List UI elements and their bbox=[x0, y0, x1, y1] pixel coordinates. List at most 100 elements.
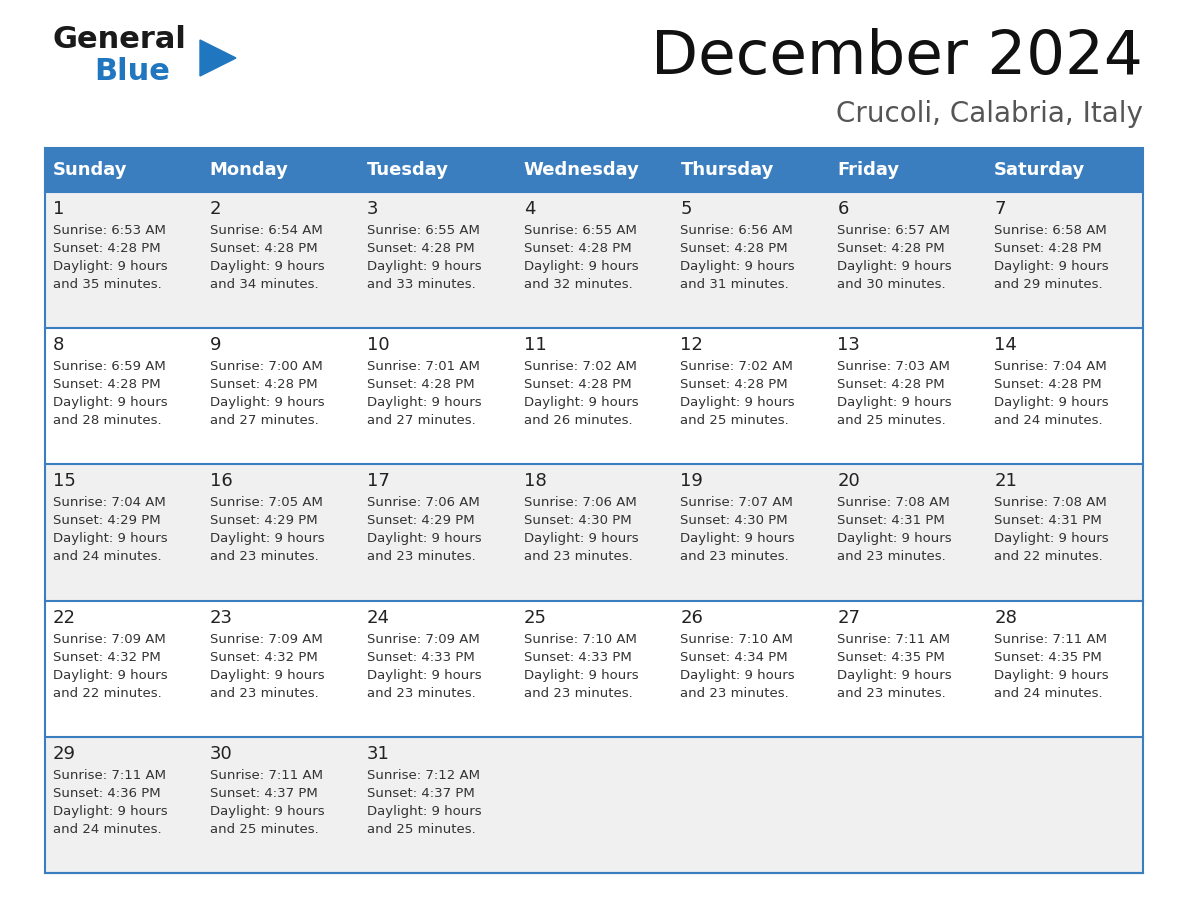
Text: 7: 7 bbox=[994, 200, 1006, 218]
Text: Sunset: 4:29 PM: Sunset: 4:29 PM bbox=[53, 514, 160, 528]
Text: and 23 minutes.: and 23 minutes. bbox=[367, 687, 475, 700]
Text: Daylight: 9 hours: Daylight: 9 hours bbox=[838, 397, 952, 409]
Text: Sunset: 4:37 PM: Sunset: 4:37 PM bbox=[210, 787, 317, 800]
Text: and 26 minutes.: and 26 minutes. bbox=[524, 414, 632, 427]
Text: 22: 22 bbox=[53, 609, 76, 627]
Text: and 24 minutes.: and 24 minutes. bbox=[53, 823, 162, 835]
Bar bbox=[45, 737, 202, 873]
Bar bbox=[45, 192, 202, 329]
Text: Sunrise: 7:03 AM: Sunrise: 7:03 AM bbox=[838, 360, 950, 374]
Text: Sunrise: 6:56 AM: Sunrise: 6:56 AM bbox=[681, 224, 794, 237]
Bar bbox=[202, 600, 359, 737]
Text: Daylight: 9 hours: Daylight: 9 hours bbox=[210, 532, 324, 545]
Text: and 23 minutes.: and 23 minutes. bbox=[681, 687, 789, 700]
Text: Daylight: 9 hours: Daylight: 9 hours bbox=[367, 668, 481, 681]
Text: Thursday: Thursday bbox=[681, 161, 773, 179]
Text: Sunrise: 7:11 AM: Sunrise: 7:11 AM bbox=[838, 633, 950, 645]
Text: 4: 4 bbox=[524, 200, 535, 218]
Bar bbox=[45, 329, 202, 465]
Text: Sunrise: 6:55 AM: Sunrise: 6:55 AM bbox=[524, 224, 637, 237]
Text: Sunset: 4:34 PM: Sunset: 4:34 PM bbox=[681, 651, 788, 664]
Text: Sunrise: 7:09 AM: Sunrise: 7:09 AM bbox=[53, 633, 166, 645]
Text: 10: 10 bbox=[367, 336, 390, 354]
Text: Sunset: 4:29 PM: Sunset: 4:29 PM bbox=[367, 514, 474, 528]
Text: 23: 23 bbox=[210, 609, 233, 627]
Text: and 33 minutes.: and 33 minutes. bbox=[367, 278, 475, 291]
Text: 8: 8 bbox=[53, 336, 64, 354]
Text: and 25 minutes.: and 25 minutes. bbox=[367, 823, 475, 835]
Bar bbox=[202, 737, 359, 873]
Text: Sunset: 4:28 PM: Sunset: 4:28 PM bbox=[994, 242, 1101, 255]
Bar bbox=[202, 148, 359, 192]
Text: Daylight: 9 hours: Daylight: 9 hours bbox=[53, 260, 168, 273]
Text: Daylight: 9 hours: Daylight: 9 hours bbox=[524, 532, 638, 545]
Text: Tuesday: Tuesday bbox=[367, 161, 449, 179]
Text: and 25 minutes.: and 25 minutes. bbox=[210, 823, 318, 835]
Text: Sunday: Sunday bbox=[53, 161, 127, 179]
Text: Sunrise: 7:07 AM: Sunrise: 7:07 AM bbox=[681, 497, 794, 509]
Bar bbox=[829, 192, 986, 329]
Text: Daylight: 9 hours: Daylight: 9 hours bbox=[367, 397, 481, 409]
Bar bbox=[829, 329, 986, 465]
Text: 14: 14 bbox=[994, 336, 1017, 354]
Bar bbox=[359, 737, 516, 873]
Text: Saturday: Saturday bbox=[994, 161, 1086, 179]
Bar bbox=[986, 600, 1143, 737]
Text: Daylight: 9 hours: Daylight: 9 hours bbox=[53, 532, 168, 545]
Text: 3: 3 bbox=[367, 200, 378, 218]
Text: and 23 minutes.: and 23 minutes. bbox=[681, 551, 789, 564]
Text: and 27 minutes.: and 27 minutes. bbox=[210, 414, 318, 427]
Text: Sunset: 4:28 PM: Sunset: 4:28 PM bbox=[681, 242, 788, 255]
Text: Sunrise: 7:09 AM: Sunrise: 7:09 AM bbox=[367, 633, 480, 645]
Text: Sunset: 4:28 PM: Sunset: 4:28 PM bbox=[367, 378, 474, 391]
Bar bbox=[829, 600, 986, 737]
Text: Sunrise: 7:04 AM: Sunrise: 7:04 AM bbox=[994, 360, 1107, 374]
Bar bbox=[45, 465, 202, 600]
Text: Daylight: 9 hours: Daylight: 9 hours bbox=[681, 260, 795, 273]
Text: General: General bbox=[52, 25, 185, 54]
Text: Sunset: 4:36 PM: Sunset: 4:36 PM bbox=[53, 787, 160, 800]
Bar bbox=[202, 329, 359, 465]
Text: and 23 minutes.: and 23 minutes. bbox=[524, 687, 632, 700]
Text: Daylight: 9 hours: Daylight: 9 hours bbox=[994, 532, 1108, 545]
Text: Sunrise: 7:05 AM: Sunrise: 7:05 AM bbox=[210, 497, 323, 509]
Text: Sunrise: 7:11 AM: Sunrise: 7:11 AM bbox=[994, 633, 1107, 645]
Text: 20: 20 bbox=[838, 473, 860, 490]
Text: 19: 19 bbox=[681, 473, 703, 490]
Text: 12: 12 bbox=[681, 336, 703, 354]
Bar bbox=[986, 148, 1143, 192]
Text: Daylight: 9 hours: Daylight: 9 hours bbox=[838, 668, 952, 681]
Text: Sunset: 4:28 PM: Sunset: 4:28 PM bbox=[524, 378, 631, 391]
Text: and 30 minutes.: and 30 minutes. bbox=[838, 278, 946, 291]
Text: and 24 minutes.: and 24 minutes. bbox=[994, 687, 1102, 700]
Text: 21: 21 bbox=[994, 473, 1017, 490]
Text: Sunset: 4:30 PM: Sunset: 4:30 PM bbox=[524, 514, 631, 528]
Text: 24: 24 bbox=[367, 609, 390, 627]
Text: Friday: Friday bbox=[838, 161, 899, 179]
Text: and 28 minutes.: and 28 minutes. bbox=[53, 414, 162, 427]
Bar bbox=[202, 465, 359, 600]
Text: Sunset: 4:28 PM: Sunset: 4:28 PM bbox=[994, 378, 1101, 391]
Text: 18: 18 bbox=[524, 473, 546, 490]
Bar bbox=[672, 329, 829, 465]
Text: Sunrise: 7:02 AM: Sunrise: 7:02 AM bbox=[524, 360, 637, 374]
Bar bbox=[672, 192, 829, 329]
Text: Sunrise: 7:06 AM: Sunrise: 7:06 AM bbox=[524, 497, 637, 509]
Bar bbox=[202, 192, 359, 329]
Text: 15: 15 bbox=[53, 473, 76, 490]
Bar bbox=[672, 737, 829, 873]
Text: and 32 minutes.: and 32 minutes. bbox=[524, 278, 632, 291]
Text: 1: 1 bbox=[53, 200, 64, 218]
Bar bbox=[516, 600, 672, 737]
Text: and 29 minutes.: and 29 minutes. bbox=[994, 278, 1102, 291]
Text: 16: 16 bbox=[210, 473, 233, 490]
Text: Sunset: 4:28 PM: Sunset: 4:28 PM bbox=[367, 242, 474, 255]
Text: Daylight: 9 hours: Daylight: 9 hours bbox=[524, 260, 638, 273]
Bar bbox=[516, 148, 672, 192]
Text: Sunset: 4:31 PM: Sunset: 4:31 PM bbox=[994, 514, 1102, 528]
Bar bbox=[986, 465, 1143, 600]
Text: Sunrise: 7:11 AM: Sunrise: 7:11 AM bbox=[53, 768, 166, 782]
Text: Sunrise: 7:10 AM: Sunrise: 7:10 AM bbox=[681, 633, 794, 645]
Text: Crucoli, Calabria, Italy: Crucoli, Calabria, Italy bbox=[836, 100, 1143, 128]
Text: Sunrise: 7:01 AM: Sunrise: 7:01 AM bbox=[367, 360, 480, 374]
